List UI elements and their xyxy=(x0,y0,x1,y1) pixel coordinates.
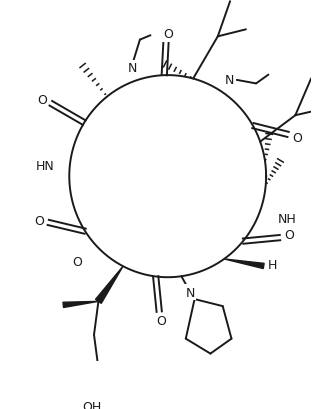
Text: O: O xyxy=(156,314,166,327)
Polygon shape xyxy=(224,259,264,269)
Text: O: O xyxy=(37,94,47,107)
Text: N: N xyxy=(128,62,138,75)
Text: O: O xyxy=(163,28,173,41)
Text: O: O xyxy=(292,132,302,145)
Text: O: O xyxy=(284,228,294,241)
Text: N: N xyxy=(185,286,195,299)
Polygon shape xyxy=(63,301,98,308)
Text: OH: OH xyxy=(83,400,102,409)
Text: HN: HN xyxy=(36,160,55,173)
Text: H: H xyxy=(268,258,277,271)
Polygon shape xyxy=(96,267,123,303)
Text: O: O xyxy=(34,215,44,227)
Text: N: N xyxy=(225,74,234,87)
Text: NH: NH xyxy=(278,212,297,225)
Text: O: O xyxy=(72,256,82,269)
